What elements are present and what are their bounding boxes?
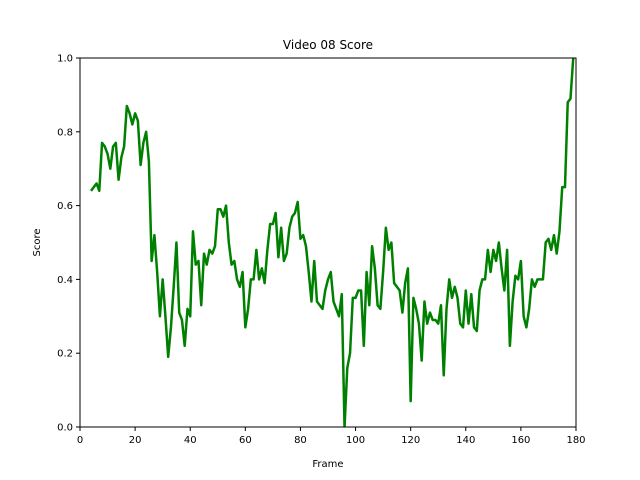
- axes-frame: [79, 57, 577, 428]
- x-tick-label: 180: [566, 435, 585, 446]
- x-tick-label: 160: [511, 435, 530, 446]
- y-tick-label: 0.2: [57, 349, 73, 360]
- chart-title: Video 08 Score: [283, 38, 373, 52]
- y-tick-label: 0.8: [57, 127, 73, 138]
- x-tick-label: 40: [184, 435, 197, 446]
- y-tick-label: 0.6: [57, 201, 73, 212]
- x-tick-label: 20: [129, 435, 142, 446]
- y-tick-label: 0.0: [57, 423, 73, 434]
- x-axis-label: Frame: [312, 459, 343, 470]
- x-tick-label: 140: [456, 435, 475, 446]
- series-line-0: [90, 58, 575, 427]
- y-tick-label: 1.0: [57, 54, 73, 65]
- y-axis-label: Score: [32, 228, 43, 256]
- x-tick-label: 100: [346, 435, 365, 446]
- x-tick-label: 60: [239, 435, 252, 446]
- x-tick-label: 0: [77, 435, 83, 446]
- y-axis: 0.0 0.2 0.4 0.6 0.8 1.0: [57, 54, 80, 434]
- y-tick-label: 0.4: [57, 275, 73, 286]
- x-tick-label: 80: [294, 435, 307, 446]
- x-axis: 0 20 40 60 80 100 120 140 160 180: [77, 427, 586, 446]
- plot-area: [79, 57, 577, 428]
- x-tick-label: 120: [401, 435, 420, 446]
